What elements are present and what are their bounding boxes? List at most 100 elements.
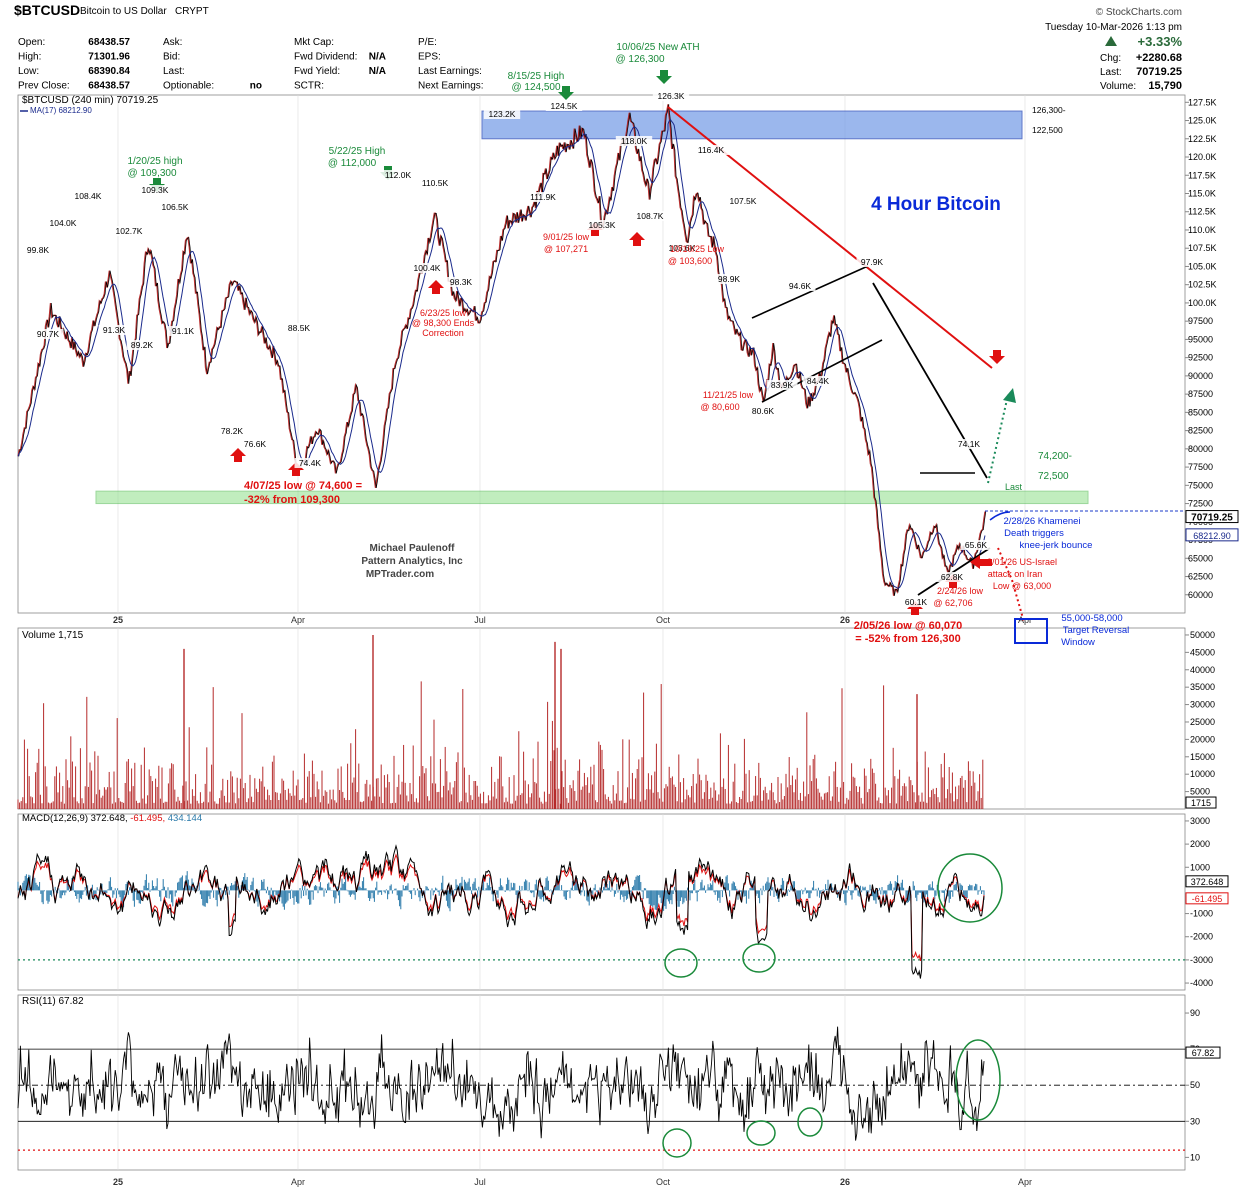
ma-line [17, 118, 986, 589]
price-callout-label: 98.9K [718, 274, 741, 284]
red-up-arrow-icon [230, 448, 246, 462]
price-tick-label: 112.5K [1188, 207, 1216, 217]
annotation-text: 126,300- [1032, 105, 1066, 115]
price-callout-label: 62.8K [941, 572, 964, 582]
rsi-circle [797, 1107, 823, 1137]
rsi-circle [746, 1120, 776, 1146]
last-label: Last: [1100, 67, 1122, 78]
quote-label: High: [18, 52, 41, 63]
quote-value: 68438.57 [88, 37, 130, 48]
annotation-text: @ 126,300 [615, 54, 665, 65]
price-tick-label: 117.5K [1188, 170, 1216, 180]
price-callout-label: 112.0K [385, 170, 412, 180]
annotation-text: 10/10/25 Low [670, 244, 725, 254]
annotation-text: @ 62,706 [933, 598, 972, 608]
price-callout-label: 74.4K [299, 458, 322, 468]
price-label-bg [156, 202, 194, 212]
annotation-text: 4 Hour Bitcoin [871, 194, 1001, 215]
channel-bottom-line [761, 339, 883, 403]
quote-label: Fwd Dividend: [294, 52, 357, 63]
price-tick-label: 122.5K [1188, 134, 1217, 144]
price-tick-label: 92500 [1188, 353, 1213, 363]
pct-change: +3.33% [1138, 34, 1183, 49]
volume-label: Volume: [1100, 81, 1136, 92]
price-label-bg [408, 263, 446, 273]
price-callout-label: 91.3K [103, 325, 126, 335]
macd-value-box [1185, 875, 1229, 888]
macd-legend-part: -61.495, [128, 813, 166, 824]
macd-tick-label: -2000 [1190, 932, 1213, 942]
rsi-value-label: 67.82 [1192, 1048, 1215, 1058]
annotation-text: @ 124,500 [511, 82, 561, 93]
quote-label: Last Earnings: [418, 66, 482, 77]
rsi-circle [955, 1039, 1001, 1121]
macd-circle [937, 853, 1003, 923]
last-price-label: 70719.25 [1191, 513, 1233, 524]
price-callout-label: 83.9K [771, 380, 794, 390]
price-label-bg [379, 170, 417, 180]
time-tick-label: Apr [291, 1177, 305, 1187]
annotation-text: Last [1005, 482, 1023, 492]
green-dotted-projection [987, 394, 1009, 484]
price-tick-label: 125.0K [1188, 116, 1217, 126]
price-tick-label: 85000 [1188, 407, 1213, 417]
price-label-bg [283, 323, 315, 333]
price-callout-label: 98.3K [450, 277, 473, 287]
annotation-text: Target Reversal [1063, 625, 1130, 636]
macd-line [17, 844, 985, 979]
price-callout-label: 90.7K [37, 329, 60, 339]
macd-tick-label: 2000 [1190, 839, 1210, 849]
annotation-text: knee-jerk bounce [1020, 540, 1093, 551]
annotation-text: 2/28/26 Khamenei [1003, 516, 1080, 527]
quote-label: Next Earnings: [418, 81, 484, 92]
annotation-text: 8/15/25 High [508, 71, 565, 82]
price-tick-label: 82500 [1188, 426, 1213, 436]
price-label-bg [483, 109, 521, 119]
annotation-text: 2/05/26 low @ 60,070 [854, 620, 963, 632]
datetime: Tuesday 10-Mar-2026 1:13 pm [1045, 22, 1182, 33]
macd-tick-label: -4000 [1190, 978, 1213, 988]
annotation-text: 11/21/25 low [703, 390, 754, 400]
price-label-bg [239, 439, 271, 449]
macd-tick-label: -1000 [1190, 909, 1213, 919]
price-label-bg [692, 145, 730, 155]
quote-value: 68390.84 [88, 66, 130, 77]
rsi-line [17, 1026, 985, 1141]
last-price-box [1185, 510, 1239, 524]
annotation-text: 9/01/25 low [543, 232, 590, 242]
time-tick-label: Apr [291, 615, 305, 625]
price-callout-label: 60.1K [905, 597, 928, 607]
price-callout-label: 104.0K [50, 218, 77, 228]
price-callout-label: 76.6K [244, 439, 267, 449]
price-tick-label: 77500 [1188, 462, 1213, 472]
macd-signal-label: -61.495 [1192, 894, 1223, 904]
quote-label: EPS: [418, 52, 441, 63]
macd-legend: MACD(12,26,9) 372.648, -61.495, 434.144 [22, 813, 202, 824]
price-label-bg [936, 572, 968, 582]
time-tick-label: 26 [840, 615, 850, 625]
annotation-text: 74,200- [1038, 451, 1072, 462]
volume-tick-label: 45000 [1190, 647, 1215, 657]
volume-tick-label: 15000 [1190, 752, 1215, 762]
price-label-bg [545, 101, 583, 111]
price-label-bg [802, 376, 834, 386]
symbol-title: $BTCUSD [14, 2, 80, 18]
quote-label: Mkt Cap: [294, 37, 334, 48]
annotation-text: @ 112,000 [328, 158, 377, 169]
price-label-bg [524, 192, 562, 202]
time-tick-label: 26 [840, 1177, 850, 1187]
price-callout-label: 118.0K [621, 136, 648, 146]
price-callout-label: 80.6K [752, 406, 775, 416]
price-callout-label: 103.6K [669, 243, 696, 253]
rsi-tick-label: 10 [1190, 1152, 1200, 1162]
price-callout-label: 126.3K [658, 91, 685, 101]
annotation-text: Death triggers [1004, 528, 1064, 539]
red-up-arrow-icon [907, 601, 923, 615]
quote-value: no [250, 81, 262, 92]
quote-value: 68438.57 [88, 81, 130, 92]
annotation-text: @ 80,600 [700, 402, 739, 412]
rsi-tick-label: 90 [1190, 1008, 1200, 1018]
rsi-value-box [1185, 1046, 1221, 1059]
price-tick-label: 80000 [1188, 444, 1213, 454]
